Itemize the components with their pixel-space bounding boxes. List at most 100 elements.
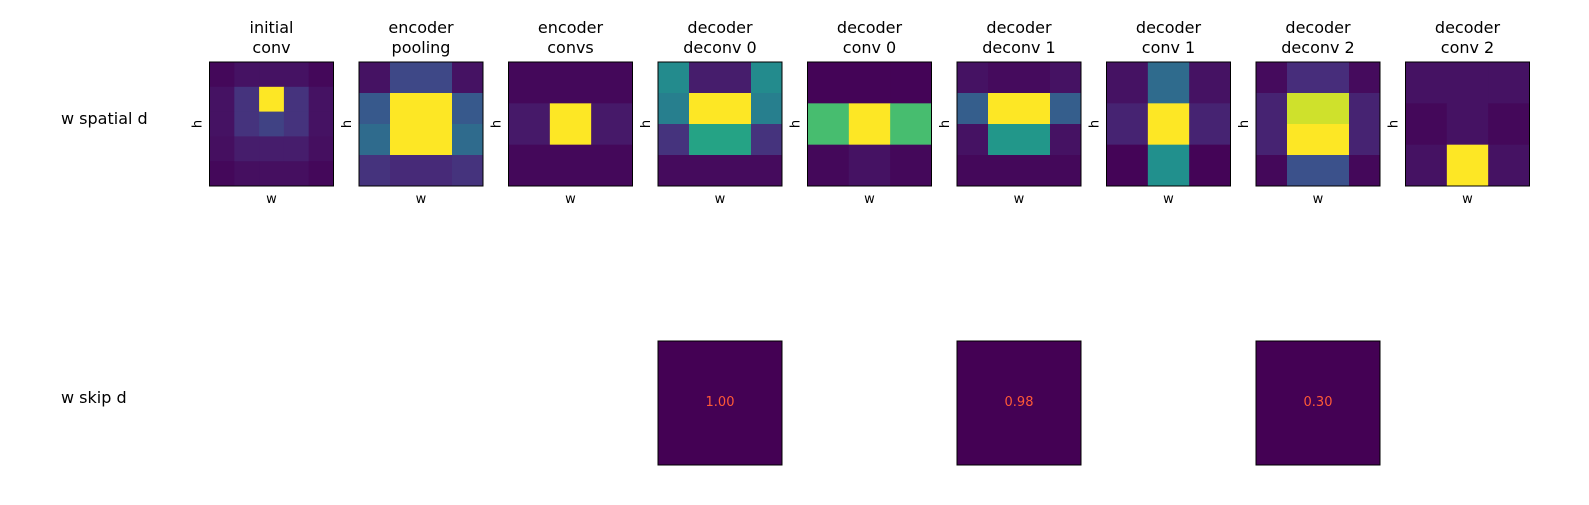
heatmap-cell [234,161,260,187]
skip-weight-value: 1.00 [706,395,735,410]
heatmap-cell [720,93,752,125]
heatmap-cell [1446,62,1489,104]
heatmap-cell [1287,155,1319,187]
heatmap-cell [988,155,1020,187]
heatmap-cell [988,62,1020,94]
heatmap-cell [591,62,633,104]
heatmap-cell [1488,144,1530,187]
heatmap-cell [234,111,260,137]
heatmap-frame [1255,61,1381,187]
heatmap-cell [957,62,989,94]
row-label-skip: w skip d [61,388,127,407]
heatmap-cell [308,62,334,88]
heatmap-cell [259,62,285,88]
column-title-line-2: conv [252,38,290,57]
heatmap-cell [988,93,1020,125]
heatmap-cell [259,111,285,137]
column-title-line-1: encoder [538,18,604,37]
heatmap-cell [720,155,752,187]
heatmap-cell [890,103,932,146]
heatmap-cell [957,124,989,156]
heatmap-cell [807,144,850,187]
heatmap-cell [1019,62,1051,94]
skip-weight-cell [956,340,1082,466]
heatmap-cell [234,136,260,162]
heatmap-cell [848,103,891,146]
heatmap-cell [209,136,235,162]
heatmap-cell [1287,93,1319,125]
column-title-line-1: decoder [1435,18,1501,37]
heatmap-cell [390,124,422,156]
heatmap-cell [1256,62,1288,94]
heatmap-cell [1287,124,1319,156]
heatmap-frame [956,61,1082,187]
heatmap-cell [209,62,235,88]
heatmap-cell [549,62,592,104]
heatmap-cell [751,124,783,156]
y-axis-label: h [938,120,953,128]
heatmap-cell [988,124,1020,156]
x-axis-label: w [416,192,427,207]
heatmap-cell [1405,103,1448,146]
heatmap-cell [390,155,422,187]
heatmap-cell [209,86,235,112]
heatmap-cell [421,93,453,125]
heatmap-cell [1147,144,1190,187]
heatmap-cell [1488,103,1530,146]
x-axis-label: w [565,192,576,207]
heatmap-cell [421,124,453,156]
heatmap-cell [689,62,721,94]
heatmap-cell [658,155,690,187]
heatmap-cell [359,62,391,94]
heatmap-cell [720,62,752,94]
heatmap-cell [283,62,310,88]
heatmap-cell [390,93,422,125]
heatmap-cell [283,161,310,187]
heatmap-cell [283,111,310,137]
heatmap-cell [1349,124,1381,156]
heatmap-cell [359,155,391,187]
heatmap-frame [508,61,633,187]
x-axis-label: w [715,192,726,207]
heatmap-cell [452,62,484,94]
column-title-line-2: conv 0 [843,38,896,57]
heatmap-cell [283,136,310,162]
y-axis-label: h [789,120,804,128]
heatmap-cell [1318,93,1350,125]
column-title-line-2: convs [547,38,594,57]
column-title-line-2: conv 1 [1142,38,1195,57]
heatmap-cell [1287,62,1319,94]
heatmap-cell [1488,62,1530,104]
x-axis-label: w [266,192,277,207]
heatmap-cell [452,93,484,125]
heatmap-cell [259,136,285,162]
heatmap-cell [1256,93,1288,125]
heatmap-cell [591,144,633,187]
heatmap-cell [359,93,391,125]
column-title-line-2: deconv 0 [683,38,756,57]
y-axis-label: h [340,120,355,128]
heatmap-cell [452,124,484,156]
heatmap-cell [957,93,989,125]
heatmap-cell [209,161,235,187]
heatmap-cell [283,86,310,112]
heatmap-cell [390,62,422,94]
heatmap-cell [1106,62,1149,104]
heatmap-cell [957,155,989,187]
heatmap-cell [452,155,484,187]
heatmap-cell [720,124,752,156]
column-title-line-2: pooling [392,38,451,57]
heatmap-cell [1147,62,1190,104]
panels: initialconvwhencoderpoolingwhencoderconv… [191,18,1530,466]
heatmap-frame [1405,61,1530,187]
heatmap-cell [508,144,551,187]
heatmap-cell [751,155,783,187]
heatmap-cell [1189,103,1231,146]
column-title-line-1: initial [250,18,294,37]
heatmap-cell [1405,62,1448,104]
heatmap-cell [1050,93,1082,125]
x-axis-label: w [1014,192,1025,207]
heatmap-cell [1189,144,1231,187]
heatmap-cell [658,93,690,125]
